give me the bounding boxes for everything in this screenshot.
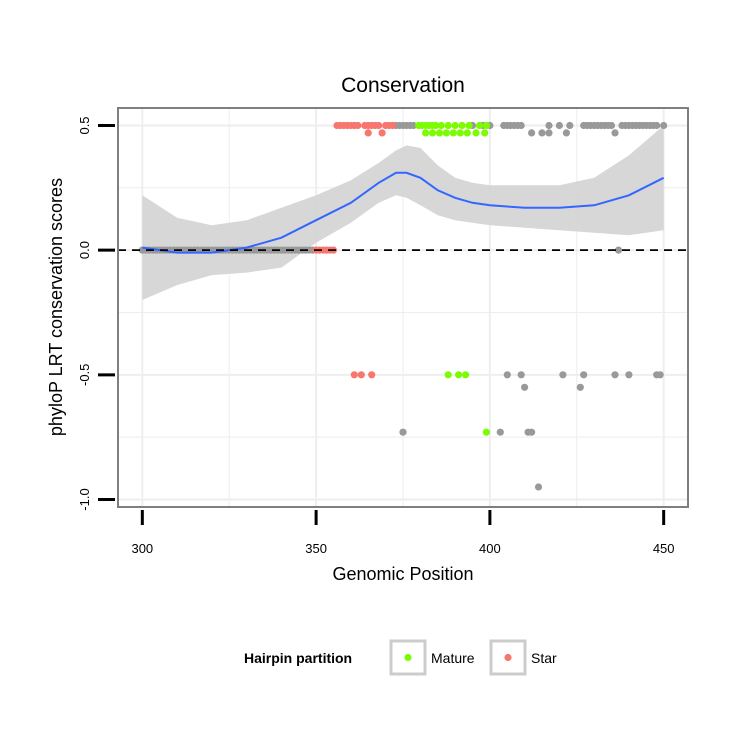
- data-point-other: [528, 428, 536, 436]
- data-point-other: [517, 371, 525, 379]
- data-point-star: [378, 129, 386, 137]
- data-point-mature: [422, 129, 430, 137]
- legend-entry-star: Star: [489, 639, 557, 676]
- legend-label-star: Star: [531, 650, 557, 666]
- data-point-other: [625, 371, 633, 379]
- data-point-other: [555, 121, 564, 130]
- data-point-star: [350, 371, 358, 379]
- data-point-mature: [482, 121, 490, 130]
- data-point-other: [534, 483, 543, 491]
- data-point-other: [528, 129, 536, 137]
- data-point-mature: [444, 371, 452, 379]
- data-point-star: [357, 371, 365, 379]
- data-point-other: [409, 121, 417, 130]
- data-point-mature: [442, 129, 450, 137]
- x-axis-title: Genomic Position: [332, 564, 473, 584]
- legend-title: Hairpin partition: [244, 650, 352, 666]
- chart-title: Conservation: [341, 74, 465, 97]
- data-point-mature: [432, 121, 440, 130]
- data-point-other: [656, 371, 664, 379]
- data-point-other: [607, 121, 616, 130]
- data-point-other: [545, 121, 553, 130]
- x-tick-label: 300: [131, 541, 153, 556]
- data-point-mature: [456, 129, 464, 137]
- x-tick-label: 400: [479, 541, 501, 556]
- y-tick-label: -1.0: [77, 488, 92, 510]
- y-tick-label: 0.5: [77, 116, 92, 134]
- data-point-mature: [475, 121, 484, 130]
- legend-key-mature: [389, 639, 427, 676]
- legend-dot-star: [504, 653, 512, 662]
- data-point-other: [566, 121, 574, 130]
- data-point-other: [562, 129, 571, 137]
- axis-ticks: 300 350 400 450 -1.0 -0.5 0.0 0.5: [77, 116, 675, 556]
- data-point-star: [389, 121, 397, 130]
- data-point-star: [354, 121, 362, 130]
- data-point-other: [614, 246, 623, 254]
- data-point-other: [545, 129, 553, 137]
- data-point-other: [580, 371, 588, 379]
- data-point-other: [503, 371, 511, 379]
- data-point-mature: [462, 371, 470, 379]
- data-point-star: [364, 129, 372, 137]
- data-point-other: [538, 129, 546, 137]
- data-point-mature: [472, 129, 480, 137]
- legend-entry-mature: Mature: [389, 639, 475, 676]
- smooth-layer: [142, 171, 665, 254]
- data-point-other: [521, 383, 529, 391]
- legend: Hairpin partition Mature Star: [244, 639, 557, 676]
- data-point-star: [368, 371, 376, 379]
- data-point-mature: [437, 121, 445, 130]
- y-tick-label: -0.5: [77, 364, 92, 386]
- data-point-mature: [435, 129, 444, 137]
- legend-dot-mature: [404, 653, 412, 662]
- panel-border: [117, 107, 689, 508]
- data-point-mature: [455, 371, 463, 379]
- legend-label-mature: Mature: [431, 650, 475, 666]
- data-point-mature: [458, 121, 466, 130]
- data-point-other: [576, 383, 584, 391]
- data-point-other: [496, 428, 504, 436]
- x-tick-label: 450: [653, 541, 675, 556]
- data-point-other: [611, 129, 619, 137]
- data-point-mature: [463, 129, 471, 137]
- ribbon-layer: [142, 125, 664, 300]
- data-point-other: [611, 371, 619, 379]
- data-point-mature: [428, 129, 437, 137]
- smooth-line: [142, 171, 665, 254]
- data-point-mature: [451, 121, 459, 130]
- data-point-other: [653, 121, 661, 130]
- confidence-ribbon: [142, 125, 664, 300]
- y-tick-label: 0.0: [77, 241, 92, 259]
- data-point-mature: [482, 428, 490, 436]
- x-tick-label: 350: [305, 541, 327, 556]
- data-point-other: [559, 371, 567, 379]
- data-point-star: [375, 121, 383, 130]
- data-point-mature: [465, 121, 473, 130]
- data-point-mature: [444, 121, 452, 130]
- data-point-other: [399, 428, 407, 436]
- data-point-mature: [449, 129, 457, 137]
- data-point-other: [660, 121, 668, 130]
- data-point-mature: [481, 129, 489, 137]
- data-point-other: [517, 121, 525, 130]
- y-axis-title: phyloP LRT conservation scores: [46, 178, 66, 436]
